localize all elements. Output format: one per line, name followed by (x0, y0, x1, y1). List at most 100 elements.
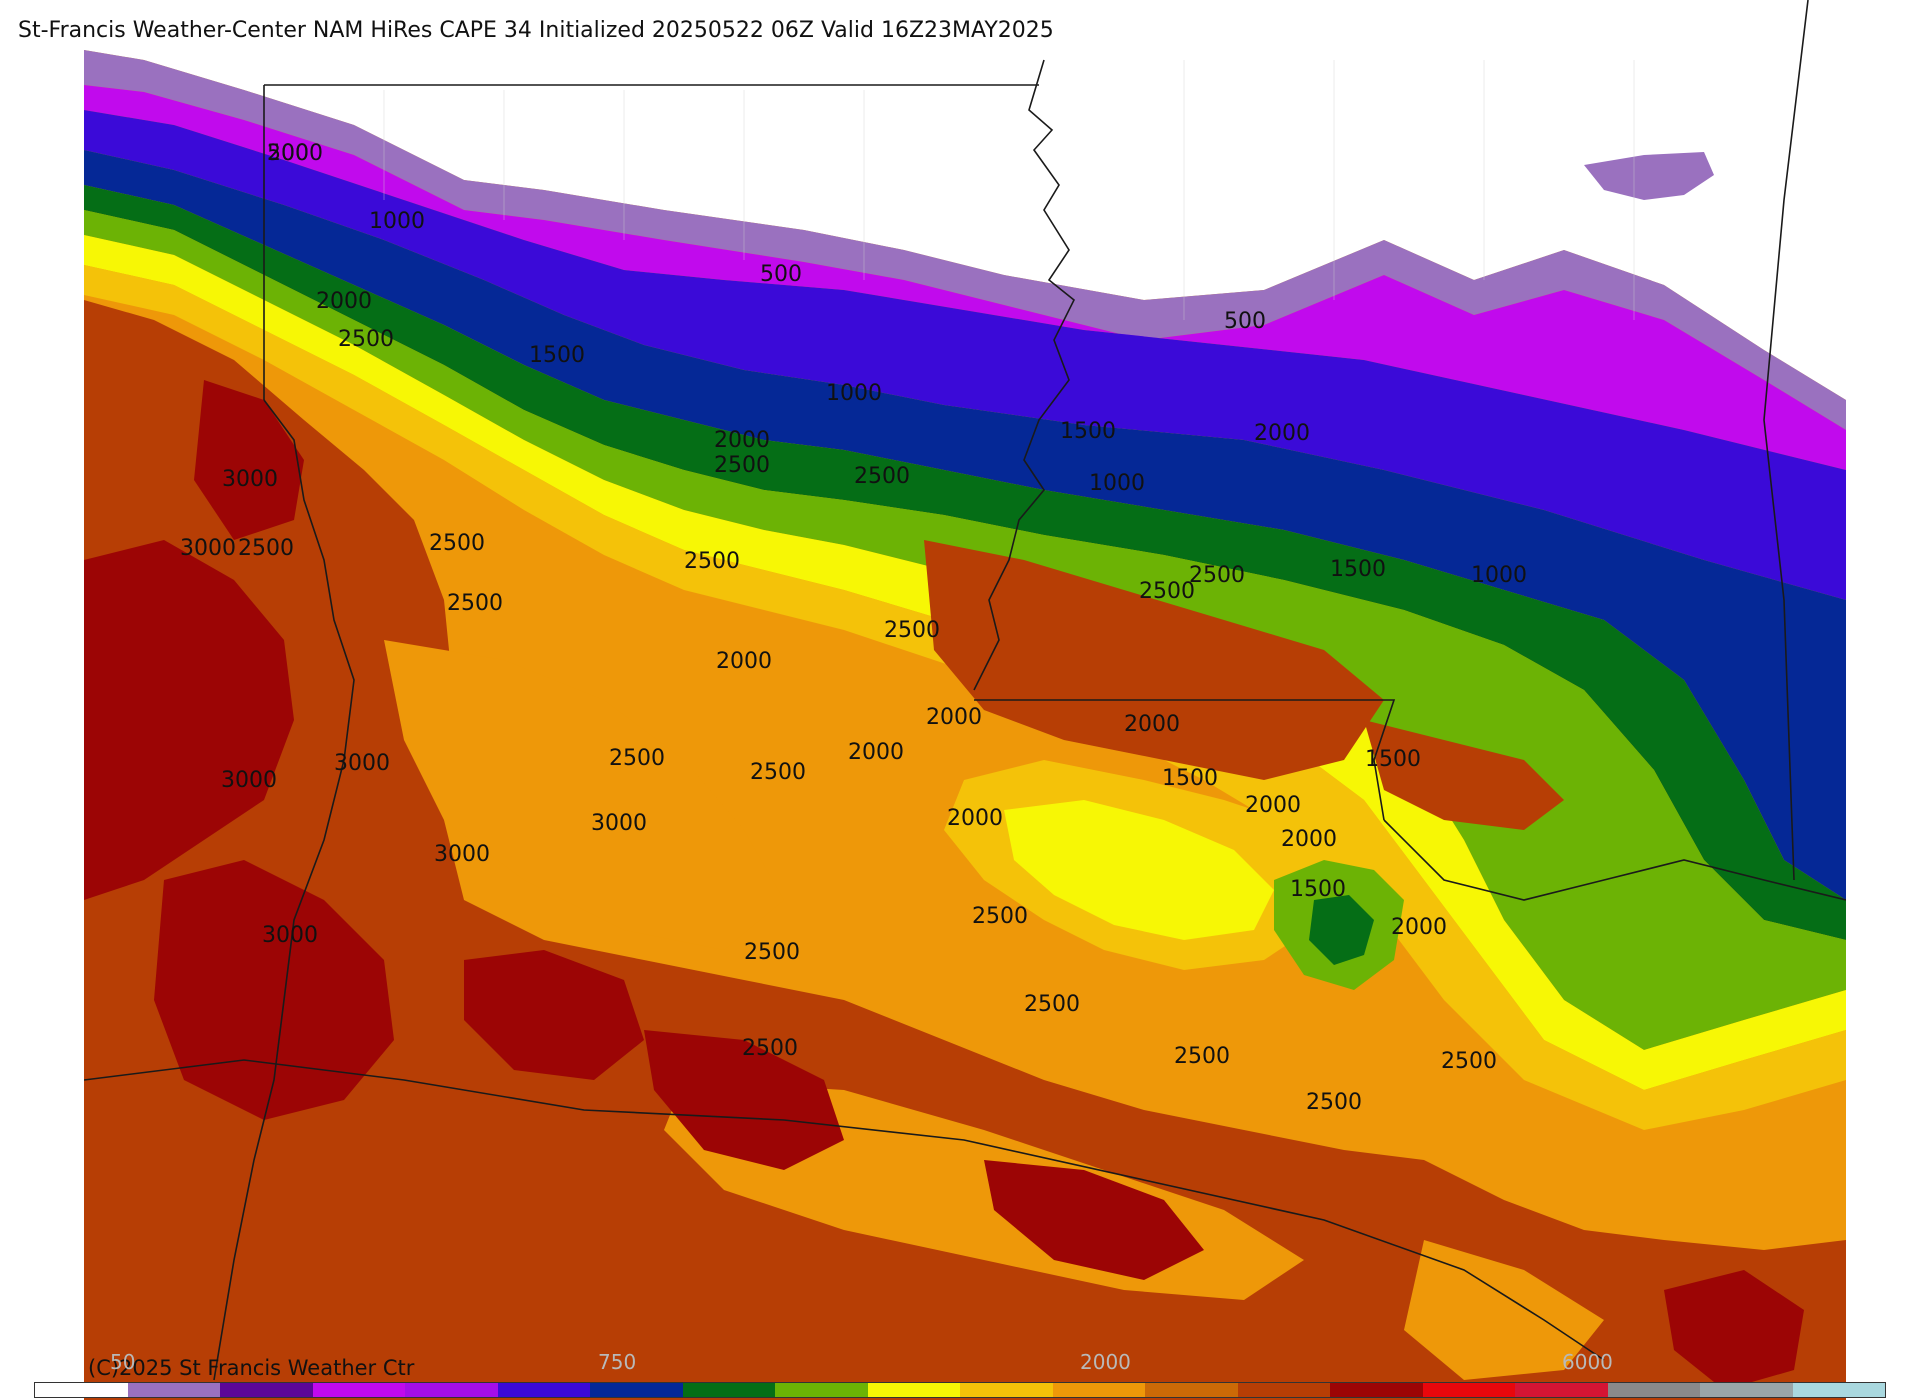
cape-patch-purple (1584, 152, 1714, 200)
colorbar-segment (1607, 1383, 1700, 1397)
contour-label: 2000 (1391, 915, 1447, 940)
contour-label: 3000 (221, 768, 277, 793)
coastline-south (84, 1059, 1605, 1361)
contour-label: 3000 (434, 842, 490, 867)
colorbar-segment (220, 1383, 313, 1397)
contour-label: 2500 (714, 453, 770, 478)
cape-region-rust-center (924, 540, 1384, 780)
contour-label: 2500 (884, 618, 940, 643)
cape-region-darkred-3 (464, 950, 644, 1080)
contour-label: 2500 (447, 591, 503, 616)
colorbar-segment (1792, 1383, 1885, 1397)
contour-label: 2500 (742, 1036, 798, 1061)
contour-label: 2000 (1245, 793, 1301, 818)
contour-label: 2000 (848, 740, 904, 765)
colorbar-segment (312, 1383, 405, 1397)
river-boundary-mississippi (973, 59, 1076, 691)
contour-label: 2000 (926, 705, 982, 730)
contour-label: 3000 (334, 751, 390, 776)
cape-region-darkred-2 (154, 860, 394, 1120)
contour-label: 2500 (744, 940, 800, 965)
contour-label: 2000 (716, 649, 772, 674)
colorbar-segment (1330, 1383, 1423, 1397)
colorbar-segment (960, 1383, 1053, 1397)
contour-label: 2000 (1254, 421, 1310, 446)
contour-label: 2500 (1174, 1044, 1230, 1069)
contour-label: 2000 (947, 806, 1003, 831)
colorbar-segment (35, 1383, 128, 1397)
contour-label: 2500 (429, 531, 485, 556)
contour-labels: 500 1000 2000 2500 1500 500 1000 2000 2500 500 150… (180, 141, 1527, 1115)
colorbar-segment (1052, 1383, 1145, 1397)
cape-region-darkred-4 (644, 1030, 844, 1170)
contour-label: 1500 (1330, 557, 1386, 582)
colorbar-tick-label: 750 (598, 1350, 637, 1374)
contour-label: 1500 (1060, 419, 1116, 444)
contour-label: 500 (760, 262, 802, 287)
cape-band-yellow (84, 235, 1846, 1090)
state-line-east (1763, 0, 1809, 881)
contour-label: 2500 (1441, 1049, 1497, 1074)
cape-band-dark-green (84, 185, 1846, 940)
contour-label: 500 (1224, 309, 1266, 334)
contour-label: 500 (267, 141, 309, 166)
cape-region-rust-west (84, 300, 1846, 1400)
state-line-middle (974, 699, 1396, 821)
colorbar-segment (867, 1383, 960, 1397)
contour-label: 3000 (180, 536, 236, 561)
contour-label: 3000 (222, 467, 278, 492)
contour-label: 2500 (1024, 992, 1080, 1017)
contour-label: 1000 (1471, 563, 1527, 588)
cape-region-darkred-1 (84, 540, 294, 900)
contour-label: 1000 (1089, 471, 1145, 496)
cape-band-indigo (84, 110, 1846, 600)
map-title: St-Francis Weather-Center NAM HiRes CAPE… (18, 18, 1054, 43)
colorbar-segment (127, 1383, 220, 1397)
cape-region-darkred-7 (194, 380, 304, 540)
contour-label: 2000 (316, 289, 372, 314)
contour-label: 2500 (238, 536, 294, 561)
cape-region-darkred-6 (1664, 1270, 1804, 1390)
cape-band-navy (84, 150, 1846, 900)
cape-map[interactable]: 500 1000 2000 2500 1500 500 1000 2000 2500 500 150… (84, 0, 1846, 1400)
contour-label: 2000 (1281, 827, 1337, 852)
copyright-notice: (C)2025 St Francis Weather Ctr (88, 1356, 415, 1380)
cape-pocket-light-yellow (1004, 800, 1274, 940)
cape-region-orange-inset (384, 640, 784, 950)
contour-label: 2500 (854, 464, 910, 489)
cape-map-canvas: 500 1000 2000 2500 1500 500 1000 2000 2500 500 150… (84, 0, 1846, 1400)
contour-label: 1000 (369, 209, 425, 234)
colorbar-segment (1237, 1383, 1330, 1397)
state-boundaries (84, 0, 1846, 1381)
colorbar-segment (775, 1383, 868, 1397)
cape-region-orange-southeast (1404, 1240, 1604, 1380)
contour-label: 2500 (750, 760, 806, 785)
river-boundary-west (213, 399, 355, 1381)
contour-label: 1500 (1365, 747, 1421, 772)
colorbar-tick-label: 50 (110, 1350, 136, 1374)
contour-label: 2500 (609, 746, 665, 771)
contour-label: 2000 (267, 141, 323, 166)
contour-label: 1000 (826, 381, 882, 406)
cape-region-darkred-5 (984, 1160, 1204, 1280)
contour-label: 2500 (972, 904, 1028, 929)
contour-label: 2500 (1189, 563, 1245, 588)
colorbar-segment (1145, 1383, 1238, 1397)
colorbar-segment (1422, 1383, 1515, 1397)
colorbar-tick-label: 6000 (1562, 1350, 1613, 1374)
contour-label: 3000 (591, 811, 647, 836)
contour-label: 1500 (529, 343, 585, 368)
colorbar-segment (682, 1383, 775, 1397)
contour-label: 1500 (1162, 766, 1218, 791)
contour-label: 2500 (1306, 1090, 1362, 1115)
colorbar-segment (405, 1383, 498, 1397)
contour-label: 1500 (1290, 877, 1346, 902)
contour-label: 2500 (338, 327, 394, 352)
boundary-border-east (1383, 819, 1846, 901)
contour-label: 2000 (1124, 712, 1180, 737)
colorbar-segment (497, 1383, 590, 1397)
contour-label: 2500 (1139, 579, 1195, 604)
colorbar-segment (1700, 1383, 1793, 1397)
contour-label: 2500 (684, 549, 740, 574)
cape-region-rust-east (1364, 720, 1564, 830)
